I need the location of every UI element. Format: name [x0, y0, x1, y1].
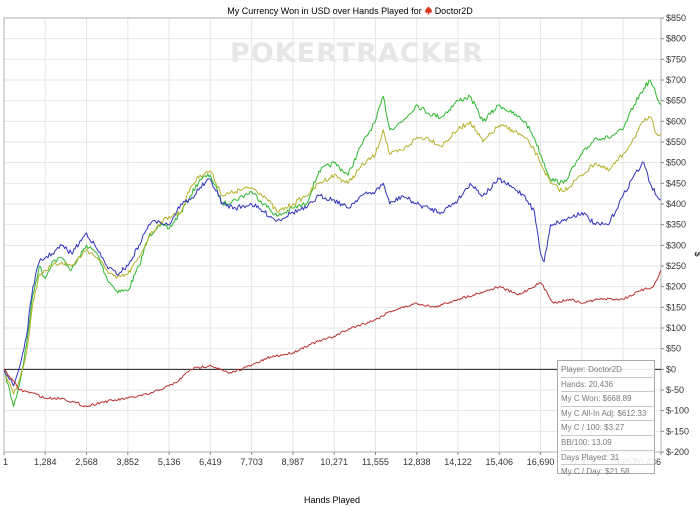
y-tick-label: $650 — [666, 96, 686, 106]
y-tick-label: $500 — [666, 158, 686, 168]
y-axis-label: $ — [693, 251, 700, 256]
stat-per-100: My C / 100: $3.27 — [561, 420, 654, 435]
x-tick-label: 14,122 — [444, 457, 472, 467]
chart-title-text: My Currency Won in USD over Hands Played… — [227, 6, 422, 16]
pokertracker-watermark: POKERTRACKER — [230, 38, 484, 69]
y-tick-label: $-50 — [666, 385, 684, 395]
stat-per-day: My C / Day: $21.58 — [561, 464, 654, 479]
chart-title: My Currency Won in USD over Hands Played… — [0, 6, 700, 16]
y-tick-label: $150 — [666, 302, 686, 312]
y-tick-label: $700 — [666, 75, 686, 85]
y-tick-label: $750 — [666, 54, 686, 64]
x-tick-label: 12,838 — [403, 457, 431, 467]
x-tick-label: 3,852 — [117, 457, 140, 467]
stat-days: Days Played: 31 — [561, 449, 654, 465]
stat-hands: Hands: 20,436 — [561, 376, 654, 392]
x-axis-label: Hands Played — [304, 495, 360, 505]
stat-player: Player: Doctor2D — [561, 365, 622, 374]
y-tick-label: $300 — [666, 240, 686, 250]
y-tick-label: $-200 — [666, 447, 689, 457]
x-tick-label: 2,568 — [75, 457, 98, 467]
x-tick-label: 1,284 — [34, 457, 57, 467]
x-tick-label: 6,419 — [199, 457, 222, 467]
x-tick-label: 15,406 — [486, 457, 514, 467]
y-tick-label: $800 — [666, 34, 686, 44]
y-tick-label: $50 — [666, 344, 681, 354]
y-tick-label: $-150 — [666, 426, 689, 436]
series-line-showdown — [3, 161, 662, 387]
x-tick-label: 10,271 — [320, 457, 348, 467]
y-axis-ticks: $-200 $-150 $-100 $-50 $0 $50 $100 $150 $200 $250… — [661, 13, 689, 457]
y-tick-label: $450 — [666, 178, 686, 188]
series-line-non_showdown — [3, 269, 662, 408]
y-tick-label: $600 — [666, 116, 686, 126]
y-tick-label: $100 — [666, 323, 686, 333]
series-lines — [3, 79, 662, 408]
x-tick-label: 16,690 — [527, 457, 555, 467]
y-tick-label: $400 — [666, 199, 686, 209]
y-tick-label: $200 — [666, 282, 686, 292]
y-tick-label: $350 — [666, 220, 686, 230]
stat-allin-adj: My C All-In Adj: $612.33 — [561, 405, 654, 421]
y-tick-label: $-100 — [666, 406, 689, 416]
y-tick-label: $550 — [666, 137, 686, 147]
series-line-won — [3, 79, 662, 407]
y-tick-label: $250 — [666, 261, 686, 271]
x-tick-label: 11,555 — [362, 457, 389, 467]
player-name: Doctor2D — [434, 6, 473, 16]
poker-spade-icon — [424, 6, 432, 15]
stat-won: My C Won: $668.89 — [561, 391, 654, 406]
stat-bb-100: BB/100: 13.09 — [561, 434, 654, 450]
stats-box: Player: Doctor2D Hands: 20,436 My C Won:… — [557, 360, 655, 476]
y-tick-label: $0 — [666, 364, 676, 374]
x-tick-label: 8,987 — [282, 457, 305, 467]
plot-frame — [3, 17, 662, 453]
x-tick-label: 5,136 — [158, 457, 181, 467]
x-tick-label: 7,703 — [240, 457, 263, 467]
y-tick-label: $850 — [666, 13, 686, 23]
series-line-allin_adj — [3, 116, 662, 395]
x-tick-label: 1 — [3, 457, 8, 467]
